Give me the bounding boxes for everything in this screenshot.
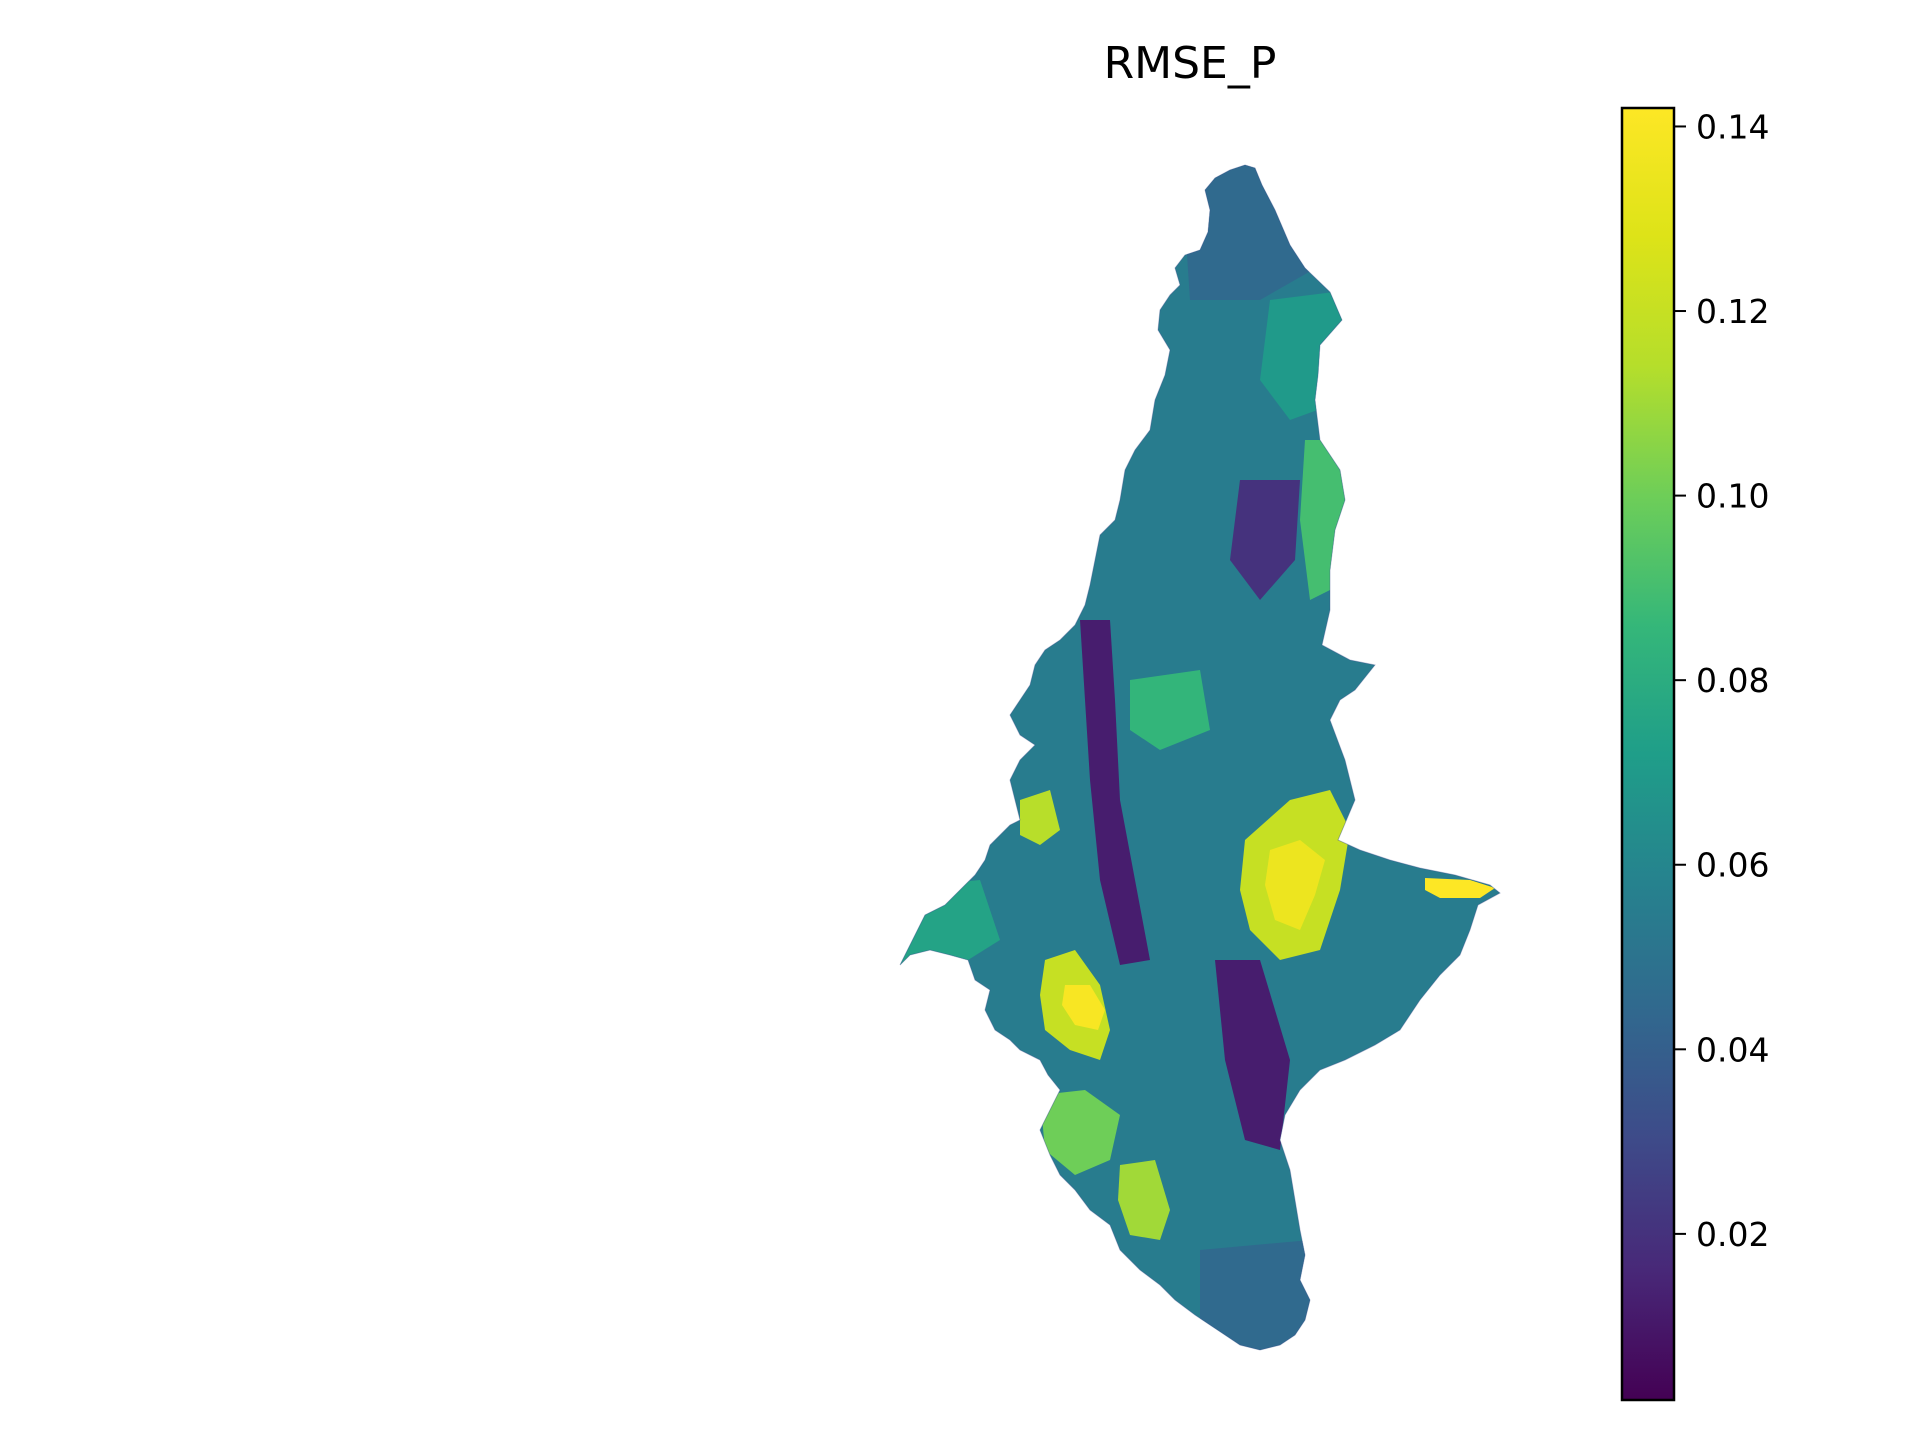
map-region-west-lobe-green: [1020, 790, 1060, 845]
colorbar-tick-label: 0.06: [1696, 846, 1769, 885]
colorbar-tick-label: 0.04: [1696, 1030, 1769, 1069]
map-regions: [900, 165, 1500, 1350]
map-region-south-tail: [1200, 1240, 1310, 1350]
colorbar-frame: [1620, 106, 1676, 1402]
map-region-center-green: [1130, 670, 1210, 750]
colorbar-gradient: [1622, 108, 1674, 1400]
map-region-east-peninsula-tip: [1425, 878, 1495, 898]
map-region-central-low-strip: [1230, 480, 1300, 600]
colorbar-tick-label: 0.14: [1696, 107, 1769, 146]
colorbar-tick-label: 0.02: [1696, 1215, 1769, 1254]
map-background-region: [900, 165, 1500, 1350]
map-region-southwest-hotspot-core: [1062, 985, 1105, 1030]
colorbar-tick-label: 0.10: [1696, 477, 1769, 516]
map-region-south-central-low: [1215, 960, 1290, 1150]
colorbar-tick-label: 0.08: [1696, 661, 1769, 700]
map-region-southwest-green: [1040, 1090, 1120, 1175]
map-region-west-valley-strip: [1080, 620, 1150, 965]
colorbar-tick-label: 0.12: [1696, 292, 1769, 331]
colorbar-ticks: 0.02 0.04 0.06 0.08 0.10 0.12 0.14: [1674, 107, 1769, 1254]
map-region-south-green: [1118, 1160, 1170, 1240]
colorbar: 0.02 0.04 0.06 0.08 0.10 0.12 0.14: [1620, 106, 1769, 1402]
map-region-east-hotspot-core: [1265, 840, 1325, 930]
map-region-east-coast-upper: [1300, 440, 1350, 600]
map-title: RMSE_P: [1103, 38, 1277, 89]
